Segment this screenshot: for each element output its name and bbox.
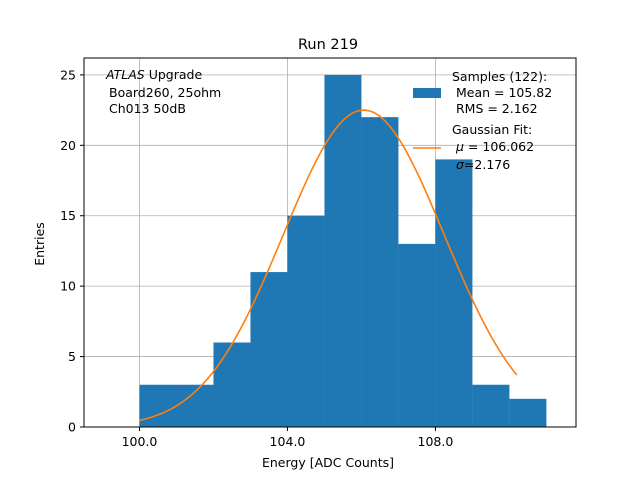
histogram-bar-3 [213,342,251,427]
y-axis-label: Entries [32,222,47,266]
y-tick-label: 10 [60,279,76,294]
legend-sigma-symbol: σ [456,157,465,172]
annotation-line-2: Board260, 25ohm [109,85,221,100]
histogram-bars [139,74,547,428]
x-tick-label: 104.0 [270,434,306,449]
legend-rms: RMS = 2.162 [452,101,538,116]
y-tick-label: 25 [60,67,76,82]
histogram-bar-4 [250,272,288,427]
histogram-bar-9 [435,159,473,427]
x-axis-label: Energy [ADC Counts] [262,455,394,470]
x-tick-label: 108.0 [418,434,454,449]
histogram-bar-6 [324,74,362,428]
x-tick-label: 100.0 [122,434,158,449]
gaussian-fit-curve [139,109,518,422]
histogram-bar-5 [287,215,325,427]
annotation-text: ATLAS Upgrade Board260, 25ohm Ch013 50dB [105,67,221,116]
histogram-bar-10 [472,384,510,427]
chart-title: Run 219 [298,37,358,53]
annotation-line-3: Ch013 50dB [109,101,186,116]
legend-samples: Samples (122): [452,69,547,84]
legend: Samples (122): Mean = 105.82 RMS = 2.162… [413,69,552,172]
legend-mean: Mean = 105.82 [452,85,552,100]
gaussian-fit-layer [139,109,518,422]
y-tick-label: 15 [60,208,76,223]
legend-histogram-patch [413,88,441,98]
legend-mu-value: = 106.062 [464,139,534,154]
axes-frame [83,57,577,428]
annotation-atlas: ATLAS [105,67,145,82]
histogram-bar-8 [398,243,436,427]
axis-ticks: 100.0 104.0 108.0 0 5 10 15 20 25 [60,67,453,449]
histogram-bar-11 [509,398,547,427]
legend-fit-title: Gaussian Fit: [452,122,532,137]
legend-fit-mu: μ = 106.062 [455,139,534,154]
legend-fit-sigma: σ=2.176 [456,157,510,172]
annotation-upgrade: Upgrade [145,67,203,82]
histogram-bar-7 [361,117,399,427]
y-tick-label: 0 [68,420,76,435]
legend-mu-symbol: μ [455,139,464,154]
histogram-bar-1 [139,384,177,427]
legend-sigma-value: =2.176 [464,157,510,172]
y-tick-label: 20 [60,138,76,153]
annotation-line-1: ATLAS Upgrade [105,67,202,82]
y-tick-label: 5 [68,349,76,364]
